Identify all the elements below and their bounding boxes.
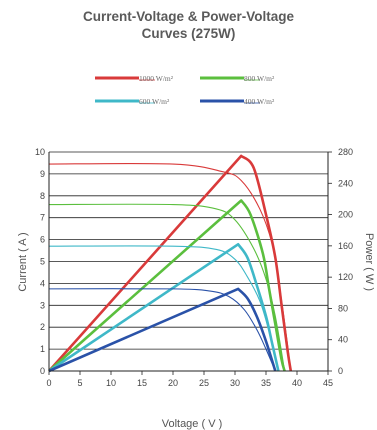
x-tick-label: 30 — [230, 378, 240, 388]
y-tick-label: 10 — [35, 147, 45, 157]
y-tick-label: 2 — [40, 322, 45, 332]
x-tick-label: 20 — [168, 378, 178, 388]
chart-title-line2: Curves (275W) — [141, 26, 236, 41]
pv-curve-2 — [48, 242, 280, 373]
x-tick-label: 40 — [292, 378, 302, 388]
y2-tick-label: 160 — [338, 241, 353, 251]
iv-curve-3 — [48, 288, 276, 372]
legend-label-0: 1000 W/m² — [139, 74, 174, 83]
x-tick-label: 35 — [261, 378, 271, 388]
iv-curve-2 — [48, 245, 279, 372]
y-tick-label: 0 — [40, 366, 45, 376]
y-tick-label: 6 — [40, 235, 45, 245]
y2-tick-label: 240 — [338, 178, 353, 188]
legend-label-2: 600 W/m² — [139, 97, 170, 106]
x-tick-label: 5 — [77, 378, 82, 388]
y-tick-label: 9 — [40, 169, 45, 179]
pv-curve-0 — [48, 154, 293, 372]
x-axis-title: Voltage ( V ) — [162, 418, 223, 430]
y2-axis-title: Power ( W ) — [363, 233, 375, 291]
chart-title: Current-Voltage & Power-Voltage Curves (… — [0, 8, 377, 42]
legend: 1000 W/m² 800 W/m² 600 W/m² 400 W/m² — [95, 74, 275, 106]
y2-tick-label: 200 — [338, 210, 353, 220]
y2-tick-label: 280 — [338, 147, 353, 157]
y-tick-label: 5 — [40, 257, 45, 267]
y2-tick-label: 80 — [338, 303, 348, 313]
legend-label-1: 800 W/m² — [244, 74, 275, 83]
grid — [49, 151, 328, 372]
y-tick-label: 1 — [40, 344, 45, 354]
x-tick-label: 0 — [46, 378, 51, 388]
curves — [48, 154, 293, 373]
pv-curve-1 — [48, 199, 286, 372]
chart-title-line1: Current-Voltage & Power-Voltage — [82, 9, 295, 24]
y2-tick-label: 120 — [338, 272, 353, 282]
x-tick-label: 10 — [106, 378, 116, 388]
x-tick-label: 45 — [323, 378, 333, 388]
pv-curve-3 — [48, 287, 277, 373]
y-tick-label: 8 — [40, 191, 45, 201]
y-tick-label: 7 — [40, 213, 45, 223]
x-tick-label: 15 — [137, 378, 147, 388]
x-tick-label: 25 — [199, 378, 209, 388]
legend-label-3: 400 W/m² — [244, 97, 275, 106]
y2-tick-label: 40 — [338, 335, 348, 345]
y2-tick-label: 0 — [338, 366, 343, 376]
y-axis-title: Current ( A ) — [17, 232, 29, 291]
y-tick-label: 3 — [40, 300, 45, 310]
y-tick-label: 4 — [40, 278, 45, 288]
